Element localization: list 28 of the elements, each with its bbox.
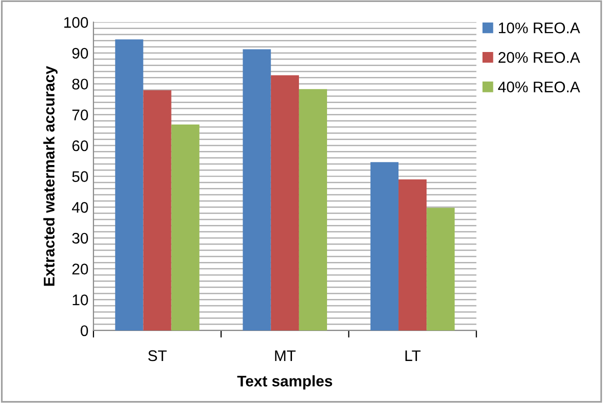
legend-label: 20% REO.A <box>498 52 580 63</box>
x-tick-label: MT <box>275 350 296 361</box>
bar <box>398 179 427 330</box>
bar <box>171 124 200 330</box>
bar <box>270 75 299 330</box>
y-tick-label: 60 <box>72 140 88 152</box>
y-tick-label: 0 <box>80 325 88 336</box>
y-tick-label: 50 <box>72 171 88 182</box>
legend-label: 10% REO.A <box>498 22 580 34</box>
bar <box>115 39 144 330</box>
x-tick-label: LT <box>405 350 421 361</box>
y-tick-label: 100 <box>64 17 88 28</box>
bar <box>242 49 271 330</box>
bar <box>298 89 328 330</box>
y-tick-label: 80 <box>72 78 88 90</box>
x-axis-title: Text samples <box>237 375 332 390</box>
y-tick-label: 40 <box>72 202 88 213</box>
y-tick-label: 20 <box>72 264 88 274</box>
bar <box>370 162 399 330</box>
legend-label: 40% REO.A <box>498 82 580 92</box>
y-tick-label: 10 <box>72 294 88 306</box>
y-tick-label: 30 <box>72 232 88 244</box>
bar <box>426 208 455 330</box>
x-tick-label: ST <box>148 350 167 362</box>
y-axis-title: Extracted watermark accuracy <box>43 66 58 286</box>
y-tick-label: 90 <box>72 48 88 59</box>
y-tick-label: 70 <box>72 110 88 120</box>
bar <box>143 90 172 330</box>
